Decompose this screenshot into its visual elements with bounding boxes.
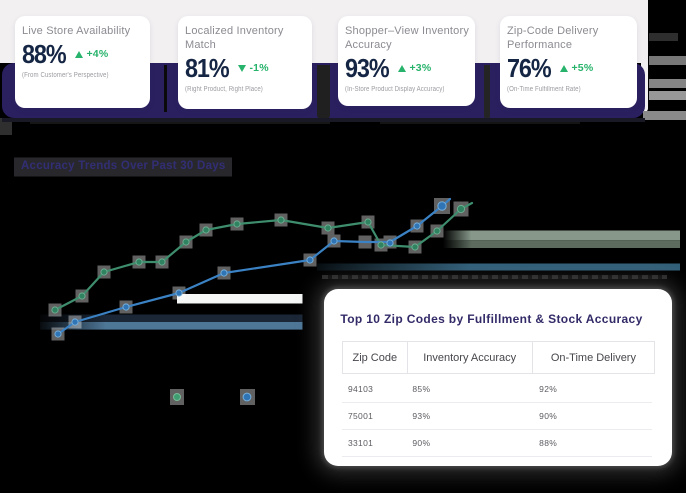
svg-text:Accuracy Trends Over Past 30 D: Accuracy Trends Over Past 30 Days [21,160,226,172]
